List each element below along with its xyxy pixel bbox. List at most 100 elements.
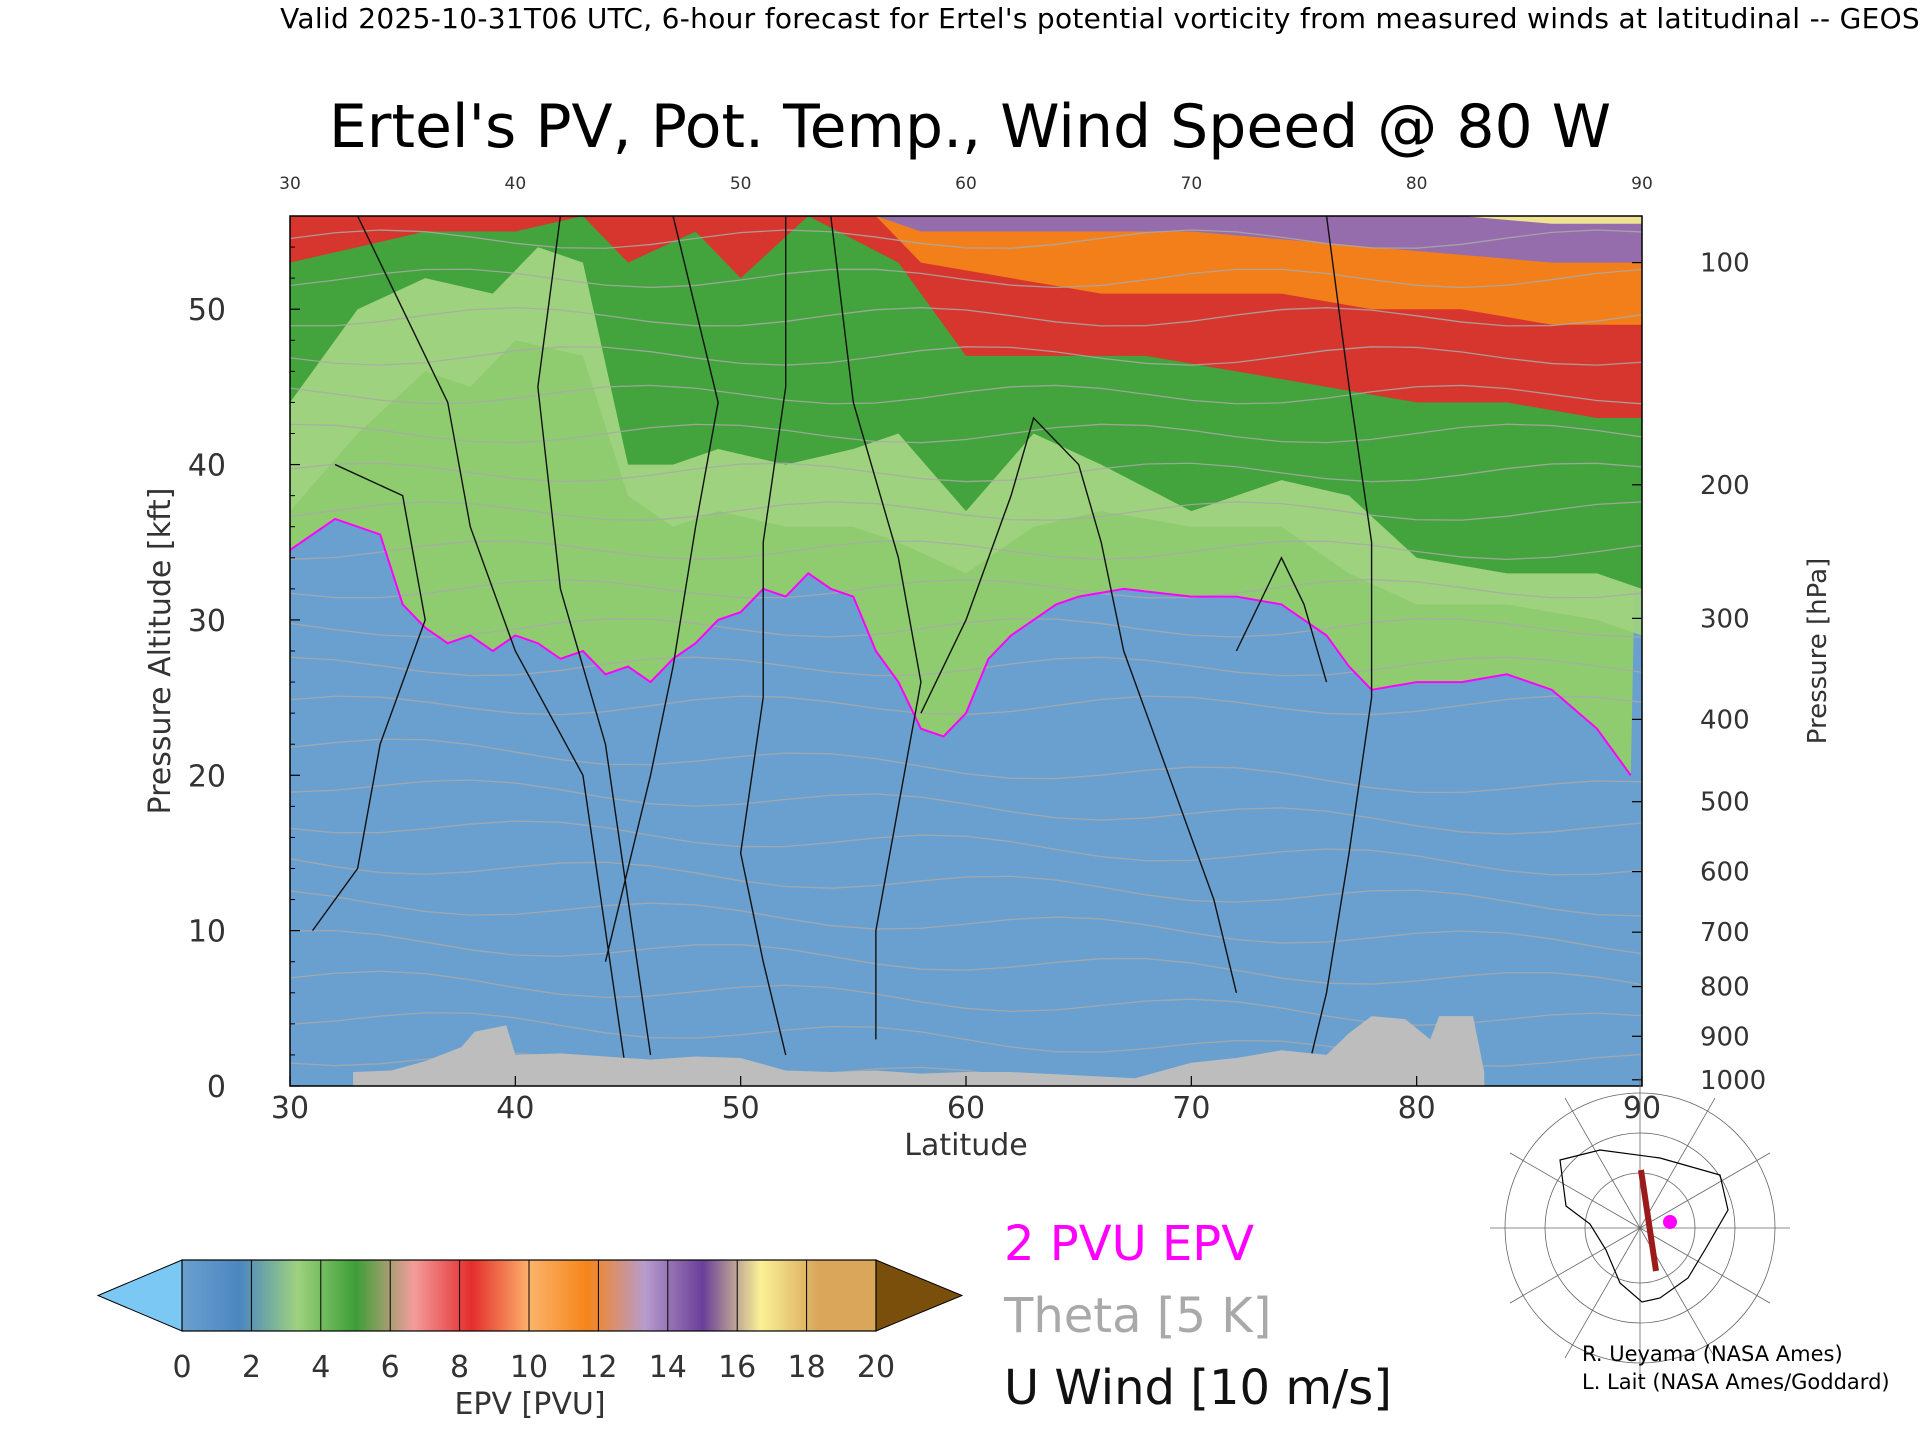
map-meridian — [1564, 1097, 1641, 1229]
credit-lait: L. Lait (NASA Ames/Goddard) — [1582, 1370, 1890, 1394]
pressure-tick-label: 1000 — [1700, 1066, 1766, 1096]
colorbar-segment — [818, 1260, 877, 1331]
theta-line — [290, 229, 1642, 249]
u-wind-contour — [311, 463, 426, 932]
u-wind-contour — [830, 216, 922, 1040]
x-tick-label: 70 — [1172, 1091, 1210, 1126]
pressure-tick-label: 500 — [1700, 788, 1750, 818]
right-axis-title: Pressure [hPa] — [1803, 558, 1833, 745]
map-meridian — [1639, 1152, 1771, 1229]
pressure-tick-label: 700 — [1700, 918, 1750, 948]
colorbar-segment — [239, 1260, 299, 1331]
x-top-tick-label: 40 — [505, 174, 527, 194]
credit-ueyama: R. Ueyama (NASA Ames) — [1582, 1342, 1843, 1366]
band-12-pvu — [290, 216, 1642, 325]
map-meridian — [1509, 1227, 1641, 1304]
colorbar-segment — [413, 1260, 472, 1331]
theta-line — [290, 423, 1642, 444]
u-wind-contour — [604, 216, 719, 962]
theta-line — [290, 578, 1642, 599]
theta-line — [290, 384, 1642, 405]
plot-area — [290, 216, 1642, 1086]
colorbar-segment — [471, 1260, 530, 1331]
y-tick-label: 20 — [188, 759, 226, 794]
pressure-tick-label: 600 — [1700, 858, 1750, 888]
theta-line — [290, 540, 1642, 560]
colorbar-segment — [760, 1260, 819, 1331]
x-tick-label: 30 — [271, 1091, 309, 1126]
colorbar-segment — [182, 1260, 241, 1331]
u-wind-contour — [920, 416, 1238, 993]
band-18-pvu — [290, 216, 1642, 224]
plot-title: Ertel's PV, Pot. Temp., Wind Speed @ 80 … — [328, 92, 1612, 162]
x-tick-label: 80 — [1398, 1091, 1436, 1126]
colorbar-tick-label: 18 — [788, 1350, 826, 1385]
pressure-tick-label: 400 — [1700, 705, 1750, 735]
colorbar-segment — [355, 1260, 414, 1331]
pressure-tick-label: 200 — [1700, 471, 1750, 501]
x-tick-label: 90 — [1623, 1091, 1661, 1126]
axis-ticks — [289, 246, 1643, 1087]
theta-line — [290, 930, 1642, 986]
legend-u-wind: U Wind [10 m/s] — [1004, 1360, 1393, 1416]
u-wind-contour — [1303, 216, 1373, 1086]
colorbar-tick-label: 10 — [510, 1350, 548, 1385]
map-meridian — [1509, 1152, 1641, 1229]
x-axis-title: Latitude — [904, 1128, 1027, 1163]
x-top-tick-label: 80 — [1406, 174, 1428, 194]
colorbar-frame — [181, 1259, 877, 1332]
theta-line — [290, 890, 1642, 955]
colorbar-under-arrow — [96, 1259, 183, 1332]
x-top-tick-label: 70 — [1181, 174, 1203, 194]
u-wind-contour — [356, 216, 629, 1086]
terrain — [353, 1016, 1485, 1086]
theta-line — [290, 618, 1642, 638]
legend-2pvu: 2 PVU EPV — [1004, 1216, 1255, 1272]
y-tick-label: 50 — [188, 293, 226, 328]
theta-line — [290, 501, 1642, 521]
colorbar-segment — [644, 1260, 703, 1331]
colorbar-tick-label: 4 — [311, 1350, 330, 1385]
x-top-tick-label: 90 — [1631, 174, 1653, 194]
theta-line — [290, 970, 1642, 1026]
colorbar-segment — [529, 1260, 588, 1331]
theta-line — [290, 268, 1642, 289]
theta-line — [290, 858, 1642, 917]
axis-labels: 3030404050506060707080809090010203040501… — [143, 174, 1833, 1163]
colorbar-tick-label: 6 — [381, 1350, 400, 1385]
theta-line — [290, 307, 1642, 327]
colorbar-tick-label: 0 — [172, 1350, 191, 1385]
map-coastline — [1559, 1149, 1729, 1303]
x-top-tick-label: 30 — [279, 174, 301, 194]
colorbar-tick-label: 20 — [857, 1350, 895, 1385]
colorbar-label: EPV [PVU] — [454, 1387, 606, 1422]
theta-line — [290, 695, 1642, 716]
colorbar-tick-label: 2 — [242, 1350, 261, 1385]
x-tick-label: 40 — [496, 1091, 534, 1126]
colorbar-tick-label: 12 — [579, 1350, 617, 1385]
colorbar-segment — [297, 1260, 356, 1331]
colorbar-segment — [586, 1260, 646, 1331]
colorbar-tick-label: 14 — [649, 1350, 687, 1385]
legend-theta: Theta [5 K] — [1004, 1288, 1272, 1344]
theta-line — [290, 346, 1642, 366]
y-tick-label: 10 — [188, 915, 226, 950]
map-cross-section-track — [1638, 1169, 1659, 1272]
map-marker — [1663, 1215, 1677, 1229]
pressure-tick-label: 300 — [1700, 604, 1750, 634]
pressure-tick-label: 800 — [1700, 973, 1750, 1003]
x-tick-label: 60 — [947, 1091, 985, 1126]
theta-line — [290, 656, 1642, 677]
map-meridian — [1564, 1227, 1641, 1359]
y-tick-label: 40 — [188, 449, 226, 484]
theta-line — [290, 1052, 1387, 1086]
u-wind-contour — [1235, 556, 1328, 683]
x-top-tick-label: 50 — [730, 174, 752, 194]
theta-line — [290, 462, 1642, 483]
theta-line — [290, 738, 1642, 794]
band-14-pvu — [290, 216, 1642, 263]
pressure-tick-label: 900 — [1700, 1022, 1750, 1052]
map-meridian — [1639, 1227, 1771, 1304]
y-tick-label: 0 — [207, 1070, 226, 1105]
epv-colorbar: 0 2 4 6 8 10 12 14 16 18 20 — [96, 1259, 964, 1385]
